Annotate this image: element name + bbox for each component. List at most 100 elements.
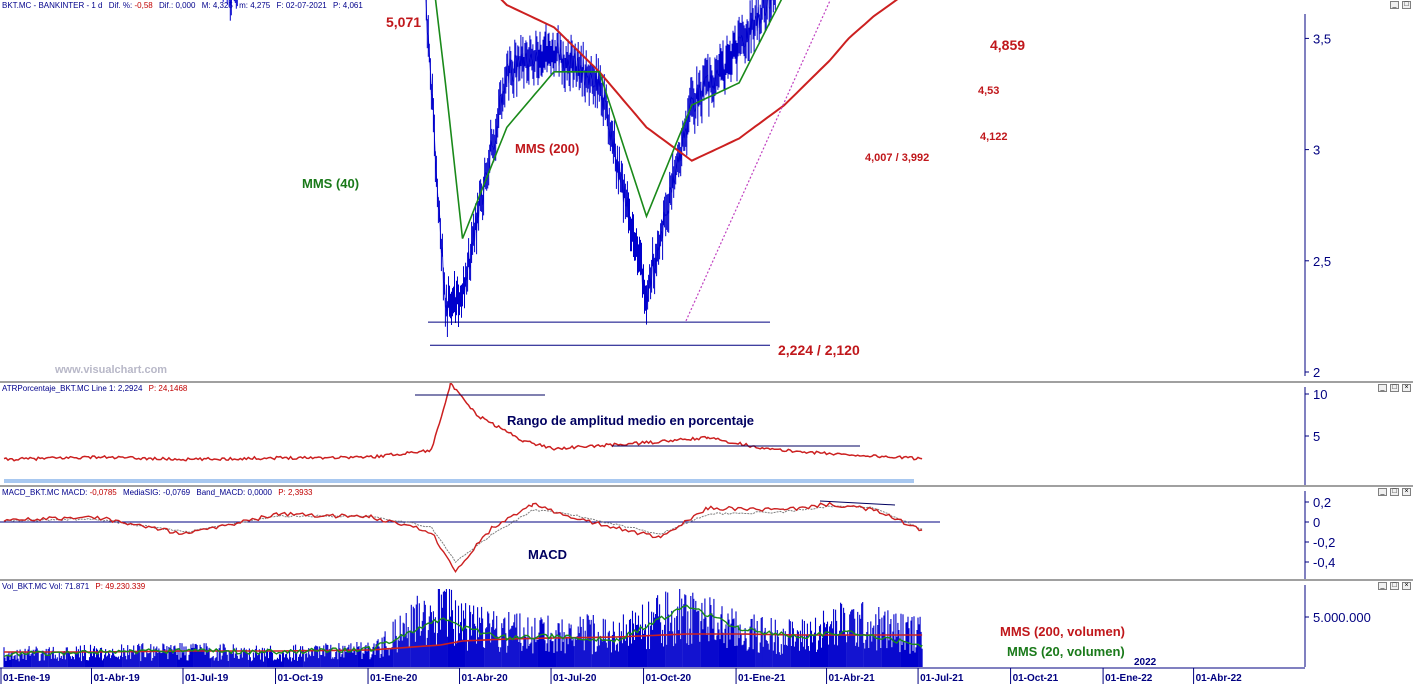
price-tick-label: 2	[1313, 365, 1320, 380]
volume-panel-header: Vol_BKT.MC Vol: 71.871 P: 49.230.339	[0, 581, 1413, 592]
atr-tick-label: 10	[1313, 387, 1327, 402]
max-label: M:	[201, 1, 211, 10]
minimize-icon[interactable]: _	[1378, 384, 1387, 392]
x-tick-label: 01-Jul-21	[920, 673, 964, 684]
price-tick-label: 2,5	[1313, 254, 1331, 269]
label-453: 4,53	[978, 85, 999, 97]
macd-tick-label: -0,4	[1313, 555, 1335, 570]
dif-pct-value: -0,58	[134, 1, 153, 10]
x-tick-label: 01-Ene-20	[370, 673, 418, 684]
x-tick-label: 01-Oct-20	[646, 673, 692, 684]
macd-line	[3, 501, 923, 574]
vol-label: Vol_BKT.MC Vol:	[2, 582, 63, 591]
label-4122: 4,122	[980, 131, 1008, 143]
maximize-icon[interactable]: □	[1402, 1, 1411, 9]
volume-tick-label: 5.000.000	[1313, 610, 1371, 625]
macd-chart: 0,2 0 -0,2 -0,4 MACD	[0, 491, 1335, 579]
minimize-icon[interactable]: _	[1390, 1, 1399, 9]
mms200-line	[500, 0, 899, 162]
atr-p-label: P:	[148, 384, 157, 393]
mms40-line	[434, 0, 783, 239]
atr-chart: 5 10 Rango de amplitud medio en porcentaje	[3, 383, 1327, 485]
price-panel-buttons: _ □	[1390, 1, 1411, 10]
atr-panel-header: ATRPorcentaje_BKT.MC Line 1: 2,2924 P: 2…	[0, 383, 1413, 394]
macd-panel: MACD_BKT.MC MACD: -0,0785 MediaSIG: -0,0…	[0, 487, 1413, 579]
x-tick-label: 01-Ene-21	[738, 673, 786, 684]
band-label: Band_MACD:	[196, 488, 246, 497]
close-icon[interactable]: ×	[1402, 582, 1411, 590]
signal-value: -0,0769	[162, 488, 191, 497]
x-tick-label: 01-Jul-20	[553, 673, 597, 684]
min-value: 4,275	[250, 1, 271, 10]
x-tick-label: 01-Abr-22	[1196, 673, 1243, 684]
label-mms40: MMS (40)	[302, 176, 359, 191]
macd-tick-label: 0	[1313, 515, 1320, 530]
dif-label: Dif.:	[158, 1, 174, 10]
label-4859: 4,859	[990, 37, 1025, 53]
macd-p-label: P:	[278, 488, 286, 497]
maximize-icon[interactable]: □	[1390, 488, 1399, 496]
vol-mms20-label: MMS (20, volumen)	[1007, 644, 1125, 659]
maximize-icon[interactable]: □	[1390, 384, 1399, 392]
x-tick-label: 01-Ene-19	[3, 673, 51, 684]
date-value: 02-07-2021	[285, 1, 327, 10]
label-5071: 5,071	[386, 14, 421, 30]
price-line	[229, 0, 772, 316]
atr-panel: ATRPorcentaje_BKT.MC Line 1: 2,2924 P: 2…	[0, 383, 1413, 485]
price-tick-label: 3	[1313, 143, 1320, 158]
price-tick-label: 3,5	[1313, 31, 1331, 46]
close-icon[interactable]: ×	[1402, 488, 1411, 496]
atr-line	[3, 383, 923, 462]
macd-panel-header: MACD_BKT.MC MACD: -0,0785 MediaSIG: -0,0…	[0, 487, 1413, 498]
macd-p-value: 2,3933	[288, 488, 313, 497]
label-mms200: MMS (200)	[515, 141, 579, 156]
label-2224: 2,224 / 2,120	[778, 342, 860, 358]
x-tick-label: 01-Abr-21	[829, 673, 876, 684]
price-value: 4,061	[342, 1, 363, 10]
x-tick-label: 01-Oct-21	[1013, 673, 1059, 684]
macd-annotation: MACD	[528, 547, 567, 562]
volume-bars	[3, 589, 923, 667]
volume-panel-buttons: _ □ ×	[1378, 582, 1411, 591]
dif-pct-label: Dif. %:	[108, 1, 133, 10]
year-2022-label: 2022	[1134, 657, 1157, 668]
watermark: www.visualchart.com	[54, 364, 167, 376]
x-tick-label: 01-Jul-19	[185, 673, 229, 684]
date-label: F:	[276, 1, 284, 10]
macd-panel-buttons: _ □ ×	[1378, 488, 1411, 497]
panel-divider[interactable]	[0, 485, 1413, 487]
max-value: 4,325	[212, 1, 233, 10]
atr-annotation: Rango de amplitud medio en porcentaje	[507, 413, 754, 428]
atr-band	[4, 479, 914, 483]
atr-p-value: 24,1468	[158, 384, 188, 393]
x-tick-label: 01-Oct-19	[278, 673, 324, 684]
label-4007: 4,007 / 3,992	[865, 152, 929, 164]
price-panel-header: BKT.MC - BANKINTER - 1 d Dif. %: -0,58 D…	[0, 0, 1413, 11]
macd-tick-label: -0,2	[1313, 535, 1335, 550]
x-tick-label: 01-Ene-22	[1105, 673, 1153, 684]
band-value: 0,0000	[247, 488, 272, 497]
minimize-icon[interactable]: _	[1378, 582, 1387, 590]
price-panel: BKT.MC - BANKINTER - 1 d Dif. %: -0,58 D…	[0, 0, 1413, 381]
signal-label: MediaSIG:	[122, 488, 161, 497]
macd-label: MACD_BKT.MC MACD:	[2, 488, 88, 497]
price-label: P:	[332, 1, 341, 10]
maximize-icon[interactable]: □	[1390, 582, 1399, 590]
macd-value: -0,0785	[89, 488, 117, 497]
atr-label: ATRPorcentaje_BKT.MC Line 1:	[2, 384, 116, 393]
atr-panel-buttons: _ □ ×	[1378, 384, 1411, 393]
x-tick-label: 01-Abr-20	[462, 673, 509, 684]
x-tick-label: 01-Abr-19	[94, 673, 141, 684]
min-label: m:	[239, 1, 248, 10]
panel-divider[interactable]	[0, 381, 1413, 383]
close-icon[interactable]: ×	[1402, 384, 1411, 392]
vol-p-label: P:	[95, 582, 103, 591]
minimize-icon[interactable]: _	[1378, 488, 1387, 496]
panel-divider[interactable]	[0, 579, 1413, 581]
vol-p-value: 49.230.339	[105, 582, 146, 591]
dif-value: 0,000	[175, 1, 196, 10]
vol-mms20-line	[3, 604, 923, 658]
atr-value: 2,2924	[117, 384, 143, 393]
